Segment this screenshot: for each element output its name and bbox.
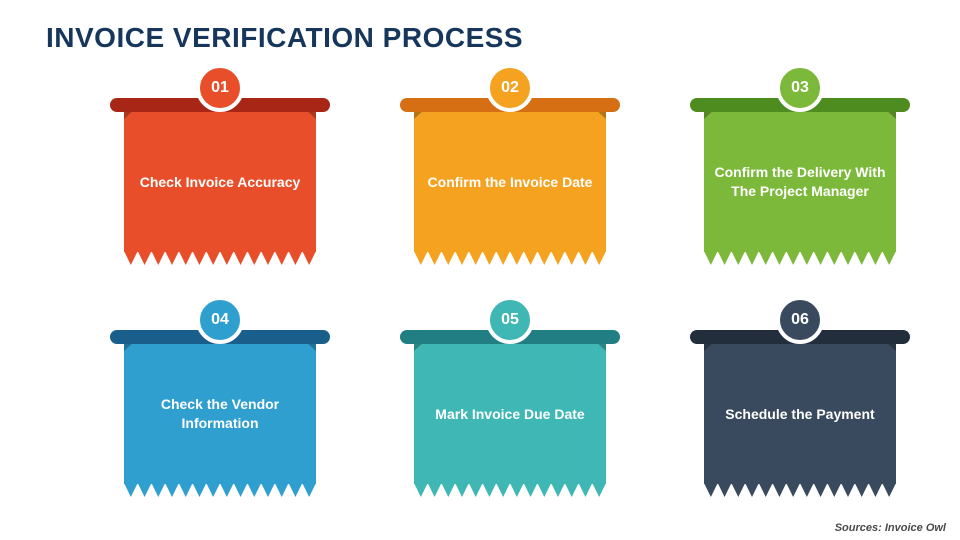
step-card-4: 04 Check the Vendor Information (110, 320, 330, 502)
zigzag-edge (124, 483, 316, 497)
zigzag-edge (704, 251, 896, 265)
step-label: Mark Invoice Due Date (435, 405, 584, 424)
step-card-2: 02 Confirm the Invoice Date (400, 88, 620, 270)
step-card-3: 03 Confirm the Delivery With The Project… (690, 88, 910, 270)
step-banner: Check the Vendor Information (124, 344, 316, 484)
step-banner: Confirm the Invoice Date (414, 112, 606, 252)
step-number-circle: 03 (776, 64, 824, 112)
step-card-6: 06 Schedule the Payment (690, 320, 910, 502)
step-banner: Confirm the Delivery With The Project Ma… (704, 112, 896, 252)
step-number-circle: 01 (196, 64, 244, 112)
step-number-circle: 05 (486, 296, 534, 344)
page-title: INVOICE VERIFICATION PROCESS (46, 22, 523, 54)
source-credit: Sources: Invoice Owl (835, 522, 946, 534)
step-label: Confirm the Invoice Date (428, 173, 593, 192)
step-label: Confirm the Delivery With The Project Ma… (714, 163, 886, 201)
step-banner: Mark Invoice Due Date (414, 344, 606, 484)
zigzag-edge (414, 251, 606, 265)
step-label: Check the Vendor Information (134, 395, 306, 433)
step-label: Schedule the Payment (725, 405, 874, 424)
step-number-circle: 04 (196, 296, 244, 344)
steps-grid: 01 Check Invoice Accuracy 02 Confirm the… (0, 88, 960, 502)
step-label: Check Invoice Accuracy (140, 173, 301, 192)
zigzag-edge (704, 483, 896, 497)
step-number-circle: 02 (486, 64, 534, 112)
step-number-circle: 06 (776, 296, 824, 344)
step-banner: Check Invoice Accuracy (124, 112, 316, 252)
zigzag-edge (124, 251, 316, 265)
step-card-1: 01 Check Invoice Accuracy (110, 88, 330, 270)
step-card-5: 05 Mark Invoice Due Date (400, 320, 620, 502)
zigzag-edge (414, 483, 606, 497)
step-banner: Schedule the Payment (704, 344, 896, 484)
